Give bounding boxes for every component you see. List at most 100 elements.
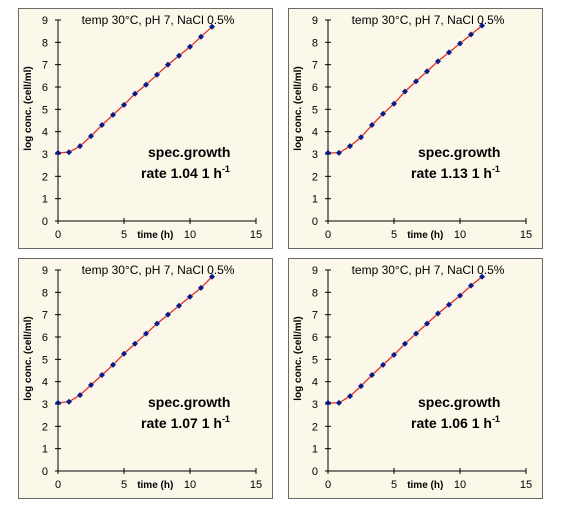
chart-title: temp 30°C, pH 7, NaCl 0.5%: [82, 13, 235, 27]
data-point: [154, 320, 160, 327]
y-tick-label: 3: [42, 399, 48, 411]
data-point: [187, 293, 193, 300]
chart-title: temp 30°C, pH 7, NaCl 0.5%: [352, 13, 505, 27]
y-tick-label: 1: [312, 444, 318, 456]
chart-svg: 0 1 2 3 4 5 6 7 8 9 0 5 10 15 time (h) log conc. (cell/…: [288, 8, 543, 249]
x-tick-label: 0: [325, 229, 331, 241]
y-tick-label: 0: [42, 216, 48, 228]
data-point: [197, 284, 204, 291]
chart-svg: 0 1 2 3 4 5 6 7 8 9 0 5 10 15 time (h) log conc. (cell/…: [18, 8, 273, 249]
data-point: [391, 100, 397, 107]
chart-panel-4: 0 1 2 3 4 5 6 7 8 9 0 5 10 15 time (h) log conc. (cell/…: [288, 258, 543, 499]
data-point: [164, 311, 171, 318]
data-point: [325, 399, 331, 406]
data-point: [424, 320, 430, 327]
y-tick-label: 0: [312, 216, 318, 228]
data-point: [110, 111, 117, 118]
y-tick-label: 4: [312, 127, 318, 139]
data-point: [176, 302, 183, 309]
data-point: [391, 351, 397, 358]
data-point: [424, 68, 430, 75]
data-point: [325, 149, 331, 156]
y-tick-label: 7: [42, 310, 48, 322]
x-tick-label: 10: [454, 479, 466, 491]
data-point: [368, 121, 375, 128]
x-tick-label: 15: [520, 479, 532, 491]
y-tick-label: 6: [312, 332, 318, 344]
y-axis-label: log conc. (cell/ml): [23, 316, 34, 400]
y-tick-label: 2: [312, 171, 318, 183]
data-point: [143, 330, 150, 337]
y-tick-label: 9: [312, 15, 318, 27]
data-point: [434, 58, 441, 65]
x-tick-label: 0: [55, 229, 61, 241]
data-point: [335, 149, 342, 156]
data-point: [55, 399, 61, 406]
y-tick-label: 5: [42, 104, 48, 116]
y-tick-label: 4: [42, 127, 48, 139]
plot-frame: [18, 8, 273, 249]
y-tick-label: 8: [42, 37, 48, 49]
data-point: [335, 399, 342, 406]
chart-panel-2: 0 1 2 3 4 5 6 7 8 9 0 5 10 15 time (h) log conc. (cell/…: [288, 8, 543, 249]
data-point: [77, 143, 84, 150]
data-point: [55, 149, 61, 156]
data-point: [380, 361, 387, 368]
data-point: [143, 81, 150, 88]
data-point: [434, 310, 441, 317]
x-tick-label: 10: [184, 229, 196, 241]
data-point: [467, 282, 474, 289]
data-point: [446, 49, 453, 56]
y-axis-label: log conc. (cell/ml): [293, 316, 304, 400]
x-tick-label: 5: [121, 479, 127, 491]
x-axis-label: time (h): [407, 230, 443, 241]
data-point: [401, 340, 408, 347]
y-tick-label: 0: [312, 466, 318, 478]
data-point: [358, 383, 364, 390]
data-point: [209, 23, 216, 30]
data-point: [131, 340, 138, 347]
y-tick-label: 1: [42, 444, 48, 456]
growth-rate-annotation-line1: spec.growth: [418, 394, 500, 410]
growth-rate-annotation-line1: spec.growth: [418, 144, 500, 160]
data-point: [446, 301, 453, 308]
x-tick-label: 15: [250, 229, 262, 241]
y-tick-label: 4: [312, 377, 318, 389]
y-tick-label: 5: [312, 104, 318, 116]
x-tick-label: 0: [55, 479, 61, 491]
x-axis-label: time (h): [137, 230, 173, 241]
y-tick-label: 7: [312, 310, 318, 322]
growth-rate-annotation-line1: spec.growth: [148, 394, 230, 410]
data-point: [209, 273, 216, 280]
y-tick-label: 4: [42, 377, 48, 389]
data-point: [88, 382, 94, 389]
y-tick-label: 3: [312, 399, 318, 411]
data-point: [65, 149, 72, 156]
data-point: [380, 110, 387, 117]
data-point: [187, 43, 193, 50]
chart-title: temp 30°C, pH 7, NaCl 0.5%: [82, 263, 235, 277]
y-axis-label: log conc. (cell/ml): [23, 66, 34, 150]
data-point: [98, 121, 105, 128]
x-tick-label: 0: [325, 479, 331, 491]
y-tick-label: 1: [42, 194, 48, 206]
data-point: [164, 61, 171, 68]
plot-frame: [18, 258, 273, 499]
growth-rate-annotation-line2: rate 1.06 1 h-1: [411, 414, 500, 431]
data-point: [131, 90, 138, 97]
y-tick-label: 8: [42, 287, 48, 299]
data-point: [88, 133, 94, 140]
data-point: [401, 88, 408, 95]
data-point: [154, 71, 160, 78]
data-point: [457, 292, 463, 299]
y-tick-label: 9: [312, 265, 318, 277]
y-tick-label: 6: [42, 82, 48, 94]
y-tick-label: 7: [42, 60, 48, 72]
x-tick-label: 5: [391, 479, 397, 491]
y-tick-label: 2: [42, 171, 48, 183]
y-tick-label: 9: [42, 265, 48, 277]
x-tick-label: 10: [454, 229, 466, 241]
x-axis-label: time (h): [407, 480, 443, 491]
chart-title: temp 30°C, pH 7, NaCl 0.5%: [352, 263, 505, 277]
